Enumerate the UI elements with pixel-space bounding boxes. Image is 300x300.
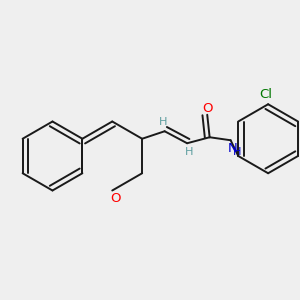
Text: O: O: [202, 102, 212, 115]
Text: H: H: [185, 147, 194, 157]
Text: N: N: [227, 142, 237, 155]
Text: O: O: [110, 191, 121, 205]
Text: Cl: Cl: [259, 88, 272, 101]
Text: H: H: [159, 117, 167, 127]
Text: H: H: [233, 147, 242, 157]
